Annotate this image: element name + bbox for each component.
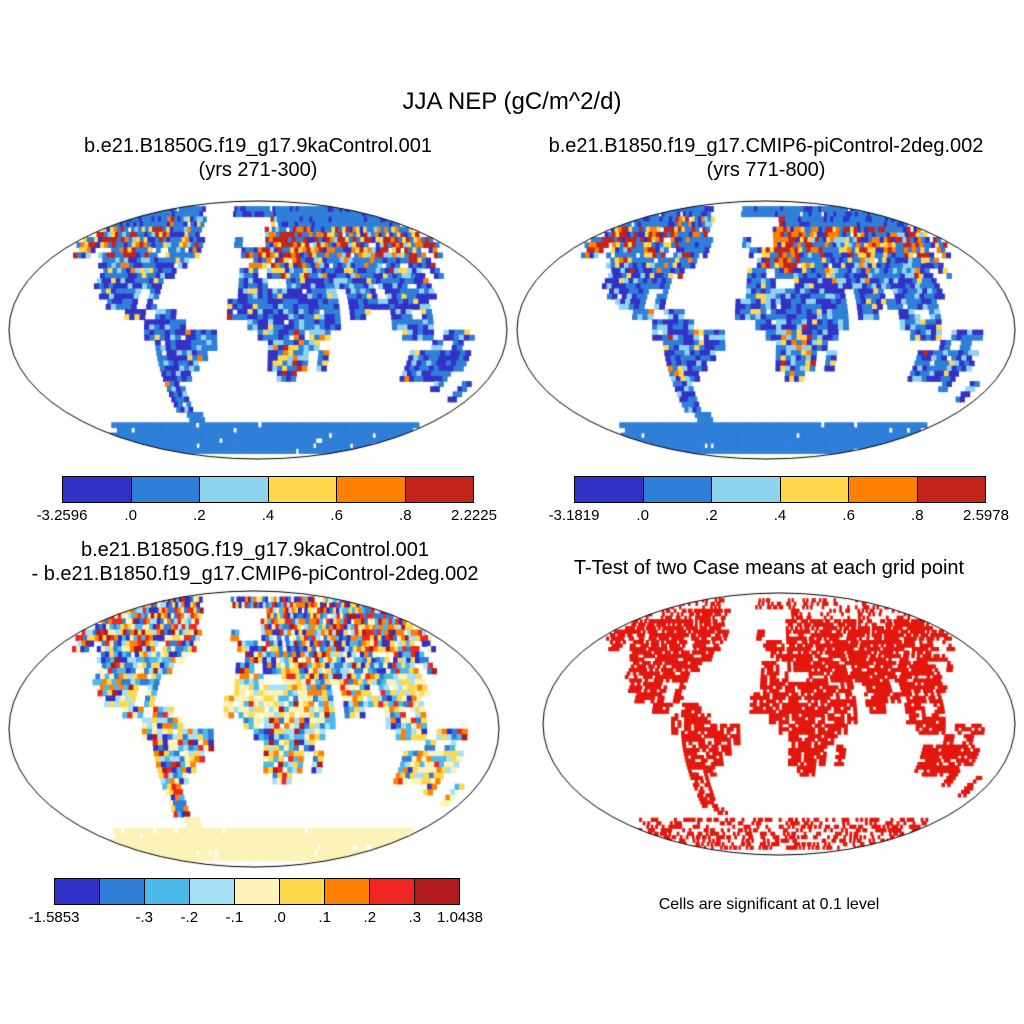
colorbar-case1 bbox=[62, 476, 474, 503]
colorbar-case2 bbox=[574, 476, 986, 503]
colorbar-tick-label: .0 bbox=[273, 909, 286, 926]
panel-ttest-title: T-Test of two Case means at each grid po… bbox=[514, 556, 1024, 580]
colorbar-tick-label: .6 bbox=[842, 507, 855, 524]
colorbar-segment bbox=[370, 879, 415, 904]
ttest-caption: Cells are significant at 0.1 level bbox=[658, 896, 880, 913]
colorbar-tick-label: .0 bbox=[124, 507, 137, 524]
colorbar-segment bbox=[280, 879, 325, 904]
colorbar-labels-case1: -3.2596 .0 .2 .4 .6 .8 2.2225 bbox=[37, 507, 497, 525]
colorbar-segment bbox=[63, 477, 132, 502]
figure-title: JJA NEP (gC/m^2/d) bbox=[402, 88, 622, 115]
colorbar-tick-label: .2 bbox=[363, 909, 377, 926]
panel-ttest-title-line1: T-Test of two Case means at each grid po… bbox=[573, 557, 965, 579]
colorbar-segment bbox=[55, 879, 100, 904]
map-case1 bbox=[8, 200, 508, 460]
map-case2 bbox=[516, 200, 1016, 460]
colorbar-segment bbox=[643, 477, 712, 502]
colorbar-tick-label: -.1 bbox=[225, 909, 244, 926]
map-ttest bbox=[542, 592, 1016, 856]
colorbar-segment bbox=[780, 477, 849, 502]
colorbar-segment bbox=[145, 879, 190, 904]
panel-difference-title-line2: - b.e21.B1850.f19_g17.CMIP6-piControl-2d… bbox=[31, 563, 479, 586]
colorbar-tick-label: .4 bbox=[261, 507, 275, 524]
panel-case1-title-line1: b.e21.B1850G.f19_g17.9kaControl.001 bbox=[83, 135, 433, 157]
colorbar-tick-label: .3 bbox=[408, 909, 422, 926]
panel-case2-title-line1: b.e21.B1850.f19_g17.CMIP6-piControl-2deg… bbox=[548, 135, 984, 157]
colorbar-segment bbox=[337, 477, 406, 502]
colorbar-segment bbox=[190, 879, 235, 904]
panel-case2-title: b.e21.B1850.f19_g17.CMIP6-piControl-2deg… bbox=[514, 134, 1018, 183]
colorbar-tick-label: -3.2596 bbox=[36, 507, 88, 524]
colorbar-segment bbox=[917, 477, 985, 502]
colorbar-segment bbox=[235, 879, 280, 904]
colorbar-labels-difference: -1.5853 -.3 -.2 -.1 .0 .1 .2 .3 1.0438 bbox=[29, 909, 483, 927]
colorbar-tick-label: .1 bbox=[318, 909, 331, 926]
colorbar-tick-label: .8 bbox=[399, 507, 412, 524]
colorbar-tick-label: .0 bbox=[636, 507, 649, 524]
colorbar-tick-label: .8 bbox=[911, 507, 924, 524]
colorbar-difference bbox=[54, 878, 460, 905]
map-difference bbox=[8, 590, 500, 868]
colorbar-tick-label: -1.5853 bbox=[28, 909, 80, 926]
colorbar-segment bbox=[325, 879, 370, 904]
colorbar-segment bbox=[712, 477, 781, 502]
colorbar-segment bbox=[405, 477, 473, 502]
colorbar-tick-label: .4 bbox=[773, 507, 787, 524]
colorbar-segment bbox=[575, 477, 644, 502]
colorbar-segment bbox=[200, 477, 269, 502]
colorbar-tick-label: .2 bbox=[193, 507, 206, 524]
colorbar-tick-label: -3.1819 bbox=[548, 507, 600, 524]
colorbar-segment bbox=[415, 879, 459, 904]
panel-difference-title: b.e21.B1850G.f19_g17.9kaControl.001 - b.… bbox=[0, 538, 510, 587]
colorbar-tick-label: -.2 bbox=[180, 909, 199, 926]
colorbar-segment bbox=[849, 477, 918, 502]
colorbar-segment bbox=[100, 879, 145, 904]
colorbar-tick-label: 2.2225 bbox=[451, 507, 497, 524]
panel-case2-title-line2: (yrs 771-800) bbox=[706, 159, 826, 182]
panel-case1-title-line2: (yrs 271-300) bbox=[198, 159, 318, 182]
colorbar-labels-case2: -3.1819 .0 .2 .4 .6 .8 2.5978 bbox=[549, 507, 1009, 525]
panel-difference-title-line1: b.e21.B1850G.f19_g17.9kaControl.001 bbox=[80, 539, 430, 561]
colorbar-tick-label: -.3 bbox=[135, 909, 153, 926]
colorbar-tick-label: 1.0438 bbox=[437, 909, 483, 926]
colorbar-tick-label: .6 bbox=[330, 507, 343, 524]
colorbar-tick-label: .2 bbox=[705, 507, 718, 524]
colorbar-segment bbox=[268, 477, 337, 502]
panel-case1-title: b.e21.B1850G.f19_g17.9kaControl.001 (yrs… bbox=[6, 134, 510, 183]
colorbar-tick-label: 2.5978 bbox=[963, 507, 1009, 524]
colorbar-segment bbox=[131, 477, 200, 502]
